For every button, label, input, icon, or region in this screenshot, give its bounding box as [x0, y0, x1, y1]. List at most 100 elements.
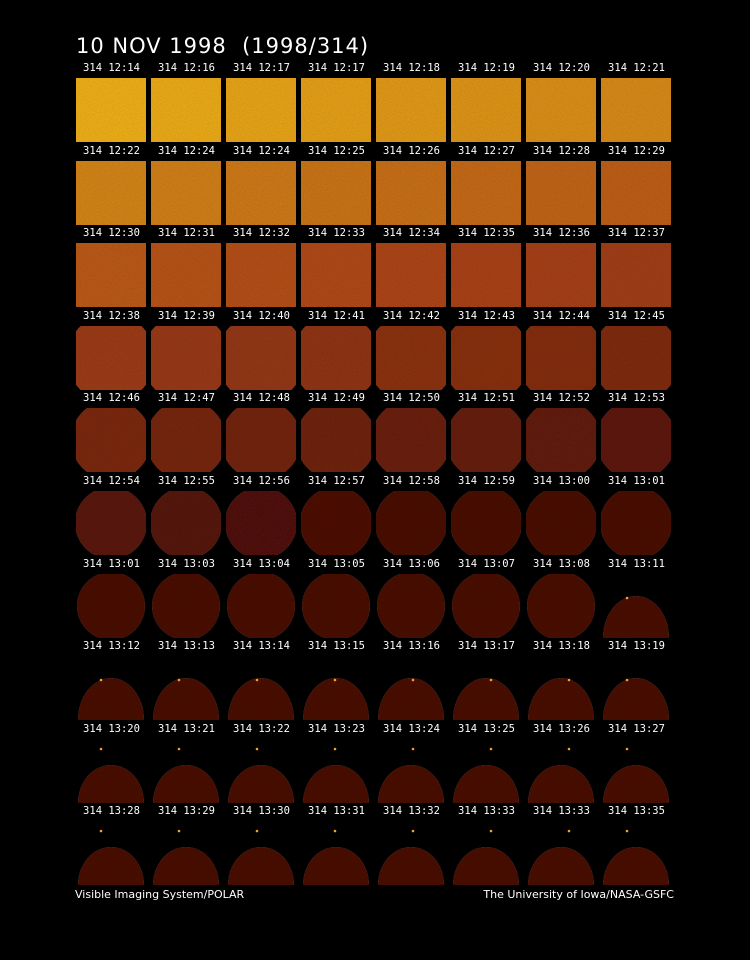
earth-image	[226, 491, 296, 555]
planet-disk	[526, 325, 596, 390]
earth-image	[303, 747, 369, 803]
frame-cell: 314 13:32	[374, 805, 449, 887]
frame-timestamp: 314 13:03	[158, 557, 215, 570]
planet-disk	[151, 325, 221, 390]
planet-disk	[302, 573, 370, 638]
frame-timestamp: 314 12:50	[383, 392, 440, 405]
planet-disk	[226, 243, 296, 308]
frame-cell: 314 12:29	[599, 145, 674, 227]
earth-image	[153, 830, 219, 886]
frame-timestamp: 314 13:32	[383, 805, 440, 818]
planet-disk	[601, 408, 671, 473]
earth-image	[601, 78, 671, 142]
planet-disk	[601, 243, 671, 308]
frame-timestamp: 314 12:57	[308, 475, 365, 487]
frame-cell: 314 13:11	[599, 558, 674, 640]
frame-cell: 314 12:54	[74, 475, 149, 557]
planet-disk	[526, 243, 596, 308]
frame-cell: 314 12:49	[299, 392, 374, 474]
frame-timestamp: 314 12:35	[458, 227, 515, 240]
frame-cell: 314 13:26	[524, 723, 599, 805]
planet-disk	[376, 78, 446, 142]
planet-disk	[227, 573, 295, 638]
frame-timestamp: 314 13:06	[383, 557, 440, 570]
aurora-spot	[411, 747, 415, 751]
aurora-spot	[625, 830, 629, 833]
frame-cell: 314 13:07	[449, 558, 524, 640]
earth-image	[301, 243, 371, 308]
planet-disk	[76, 325, 146, 390]
earth-image	[528, 830, 594, 886]
earth-image	[451, 325, 521, 390]
frame-cell: 314 12:14	[74, 62, 149, 144]
aurora-spot	[567, 747, 571, 751]
earth-image	[453, 830, 519, 886]
frame-timestamp: 314 12:39	[158, 309, 215, 322]
frame-timestamp: 314 12:45	[608, 309, 665, 322]
earth-image	[453, 678, 519, 721]
frame-cell: 314 12:59	[449, 475, 524, 557]
frame-timestamp: 314 12:42	[383, 309, 440, 322]
planet-disk	[528, 847, 594, 886]
earth-image	[303, 678, 369, 721]
frame-timestamp: 314 13:14	[233, 640, 290, 653]
planet-disk	[601, 78, 671, 142]
earth-image	[151, 408, 221, 473]
earth-image	[451, 408, 521, 473]
planet-disk	[151, 78, 221, 142]
planet-disk	[152, 573, 220, 638]
frame-timestamp: 314 13:25	[458, 722, 515, 735]
earth-image	[376, 491, 446, 555]
frame-cell: 314 12:41	[299, 310, 374, 392]
frame-cell: 314 13:01	[74, 558, 149, 640]
frame-timestamp: 314 12:38	[83, 309, 140, 322]
earth-image	[601, 491, 671, 555]
earth-image	[301, 160, 371, 225]
frame-cell: 314 13:17	[449, 640, 524, 722]
frame-timestamp: 314 12:52	[533, 392, 590, 405]
frame-cell: 314 13:16	[374, 640, 449, 722]
frame-timestamp: 314 12:18	[383, 62, 440, 74]
frame-timestamp: 314 12:24	[233, 144, 290, 157]
planet-disk	[526, 491, 596, 555]
frame-cell: 314 13:05	[299, 558, 374, 640]
frame-timestamp: 314 13:15	[308, 640, 365, 653]
planet-disk	[151, 408, 221, 473]
frame-cell: 314 13:14	[224, 640, 299, 722]
frame-timestamp: 314 12:59	[458, 475, 515, 487]
frame-cell: 314 13:00	[524, 475, 599, 557]
frame-timestamp: 314 12:43	[458, 309, 515, 322]
frame-cell: 314 12:43	[449, 310, 524, 392]
earth-image	[226, 78, 296, 142]
planet-disk	[453, 678, 519, 721]
frame-cell: 314 12:39	[149, 310, 224, 392]
planet-disk	[228, 764, 294, 803]
frame-cell: 314 13:31	[299, 805, 374, 887]
planet-disk	[376, 243, 446, 308]
planet-disk	[301, 408, 371, 473]
frame-cell: 314 12:48	[224, 392, 299, 474]
planet-disk	[303, 847, 369, 886]
frame-cell: 314 13:35	[599, 805, 674, 887]
planet-disk	[76, 408, 146, 473]
frame-cell: 314 12:55	[149, 475, 224, 557]
planet-disk	[453, 847, 519, 886]
planet-disk	[603, 595, 669, 638]
planet-disk	[526, 78, 596, 142]
frame-timestamp: 314 12:37	[608, 227, 665, 240]
frame-timestamp: 314 12:30	[83, 227, 140, 240]
frame-cell: 314 12:37	[599, 227, 674, 309]
frame-timestamp: 314 12:20	[533, 62, 590, 74]
planet-disk	[451, 243, 521, 308]
frame-timestamp: 314 12:29	[608, 144, 665, 157]
frame-timestamp: 314 12:19	[458, 62, 515, 74]
frame-timestamp: 314 13:31	[308, 805, 365, 818]
credit-institution: The University of Iowa/NASA-GSFC	[483, 888, 674, 901]
frame-timestamp: 314 12:33	[308, 227, 365, 240]
earth-image	[76, 325, 146, 390]
planet-disk	[451, 325, 521, 390]
frame-cell: 314 12:34	[374, 227, 449, 309]
frame-cell: 314 13:28	[74, 805, 149, 887]
frame-timestamp: 314 13:05	[308, 557, 365, 570]
frame-cell: 314 13:21	[149, 723, 224, 805]
